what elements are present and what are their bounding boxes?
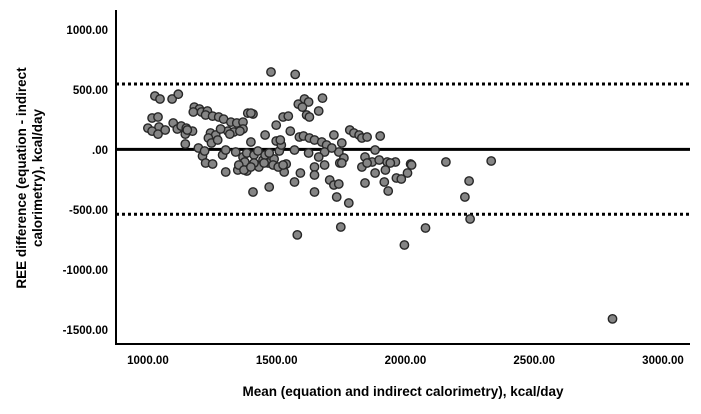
data-point (248, 187, 258, 197)
x-axis-title: Mean (equation and indirect calorimetry)… (242, 384, 564, 399)
data-point (167, 94, 178, 104)
data-point (173, 89, 184, 100)
data-point (153, 112, 163, 122)
data-point (370, 168, 380, 178)
data-point (234, 126, 245, 137)
data-point (297, 102, 308, 113)
data-point (607, 313, 618, 324)
data-point (313, 106, 324, 116)
x-tick-label: 1500.00 (256, 355, 298, 367)
y-tick-label: 1000.00 (66, 25, 108, 37)
data-point (188, 107, 199, 117)
data-point (289, 177, 300, 187)
x-tick-label: 3000.00 (642, 355, 684, 367)
data-point (245, 162, 256, 172)
data-point (230, 147, 241, 157)
data-point (326, 143, 337, 153)
data-point (285, 126, 296, 137)
data-point (252, 146, 263, 156)
data-point (375, 131, 386, 141)
data-point (328, 130, 339, 140)
data-point (215, 124, 226, 134)
data-point (380, 165, 391, 175)
data-point (245, 137, 256, 147)
data-point (264, 148, 275, 158)
data-point (295, 168, 306, 178)
data-point (313, 152, 324, 162)
data-point (245, 108, 256, 119)
data-point (309, 187, 320, 197)
data-point (383, 186, 394, 196)
data-point (343, 198, 354, 208)
data-point (385, 158, 396, 168)
data-point (362, 132, 372, 142)
y-tick-label: 500.00 (73, 85, 108, 97)
data-point (317, 93, 328, 104)
data-point (309, 162, 320, 172)
data-point (153, 129, 163, 140)
data-point (465, 214, 475, 224)
data-point (275, 135, 286, 145)
data-point (333, 179, 344, 189)
data-point (406, 160, 417, 170)
data-point (402, 168, 413, 178)
data-point (374, 155, 385, 165)
y-axis-title-line2: calorimetry), kcal/day (30, 108, 45, 247)
data-point (199, 146, 210, 156)
data-point (260, 130, 270, 140)
data-point (309, 170, 320, 180)
x-tick-label: 2000.00 (385, 355, 427, 367)
x-tick-label: 2500.00 (513, 355, 555, 367)
data-point (399, 240, 410, 250)
data-point (289, 145, 300, 155)
data-point (182, 125, 193, 135)
data-point (290, 69, 301, 80)
data-point (278, 160, 288, 170)
data-point (486, 156, 497, 166)
y-tick-label: -500.00 (69, 205, 108, 217)
data-point (379, 177, 390, 187)
data-point (283, 111, 294, 122)
data-point (464, 176, 474, 186)
reference-lines-layer (116, 82, 690, 216)
data-point (331, 192, 342, 202)
data-point (292, 229, 303, 240)
data-point (420, 223, 431, 233)
data-point (396, 174, 407, 184)
data-point (303, 148, 314, 158)
data-point (266, 67, 276, 77)
data-point (264, 182, 275, 192)
data-point (335, 222, 346, 232)
data-point (220, 145, 231, 155)
data-point (459, 192, 470, 202)
data-point (180, 139, 191, 149)
data-point (271, 120, 282, 131)
data-point (224, 129, 235, 140)
y-tick-label: .00 (92, 145, 108, 157)
data-point (370, 145, 380, 155)
x-tick-label: 1000.00 (127, 355, 169, 367)
data-point (360, 178, 370, 188)
tick-labels-layer: 1000.00 500.00 .00 -500.00 -1000.00 -1500.00 1… (63, 25, 684, 367)
data-point (220, 167, 231, 177)
y-tick-label: -1000.00 (63, 265, 108, 277)
data-point (212, 135, 223, 145)
data-point (440, 157, 451, 167)
data-point (304, 112, 315, 122)
data-point (259, 158, 269, 168)
data-points-layer (142, 67, 618, 324)
data-point (336, 138, 347, 148)
data-point (155, 94, 165, 104)
data-point (336, 158, 347, 168)
data-point (160, 125, 171, 135)
y-tick-label: -1500.00 (63, 325, 108, 337)
data-point (303, 97, 314, 107)
data-point (319, 160, 330, 170)
y-axis-title-line1: REE difference (equation - indirect (14, 67, 29, 289)
data-point (362, 158, 372, 168)
data-point (207, 159, 218, 169)
